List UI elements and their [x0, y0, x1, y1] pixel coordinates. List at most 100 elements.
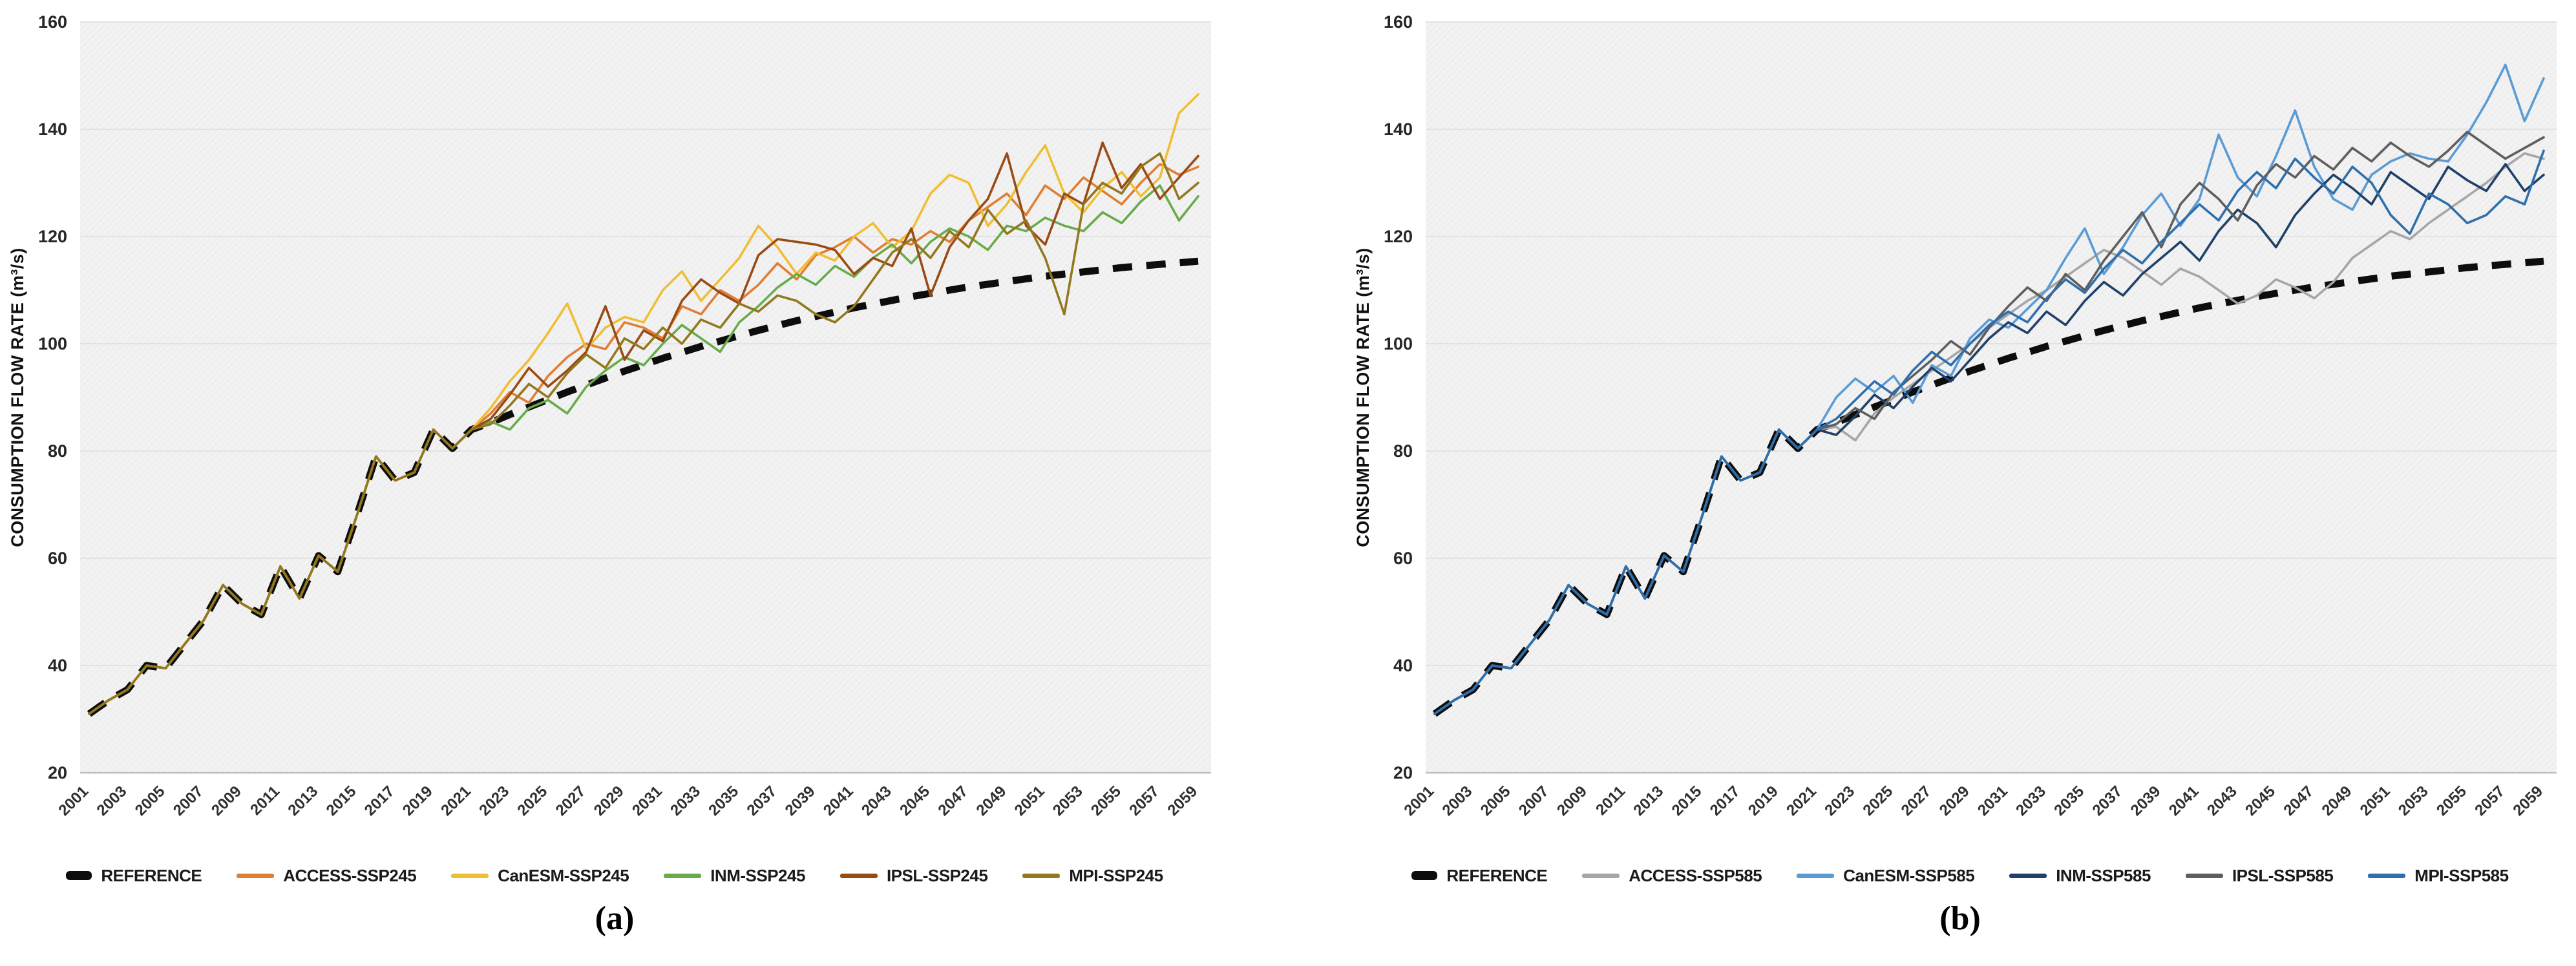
x-tick-label: 2009: [208, 782, 245, 819]
series-line-swatch: [237, 873, 275, 878]
legend-item-reference: REFERENCE: [66, 866, 202, 886]
x-tick-label: 2025: [514, 782, 551, 819]
y-tick-label: 80: [48, 441, 67, 461]
x-tick-label: 2023: [1821, 782, 1858, 819]
x-tick-label: 2047: [934, 782, 971, 819]
series-line-swatch: [1582, 873, 1620, 878]
x-tick-label: 2001: [55, 782, 92, 819]
legend-label: REFERENCE: [1446, 865, 1548, 885]
y-tick-label: 100: [38, 334, 67, 353]
x-tick-label: 2035: [705, 782, 742, 819]
x-tick-label: 2055: [1088, 782, 1124, 819]
x-tick-label: 2033: [667, 782, 704, 819]
x-tick-label: 2005: [1477, 782, 1514, 819]
series-line-swatch: [2009, 873, 2047, 878]
x-tick-label: 2015: [323, 782, 360, 819]
x-tick-label: 2007: [1515, 782, 1552, 819]
y-tick-label: 60: [48, 549, 67, 568]
x-tick-label: 2051: [1011, 782, 1048, 819]
legend-label: MPI-SSP585: [2414, 865, 2509, 885]
legend-item-mpi-ssp585: MPI-SSP585: [2368, 865, 2509, 886]
series-line-mpi-ssp245: [88, 152, 1199, 715]
x-tick-label: 2003: [94, 782, 131, 819]
x-tick-label: 2037: [2089, 782, 2126, 819]
x-tick-label: 2037: [744, 782, 781, 819]
x-tick-label: 2027: [1898, 782, 1935, 819]
x-tick-label: 2029: [1936, 782, 1973, 819]
y-tick-label: 60: [1393, 549, 1413, 568]
x-tick-label: 2001: [1400, 782, 1437, 819]
legend-item-inm-ssp245: INM-SSP245: [664, 866, 805, 886]
x-tick-label: 2041: [2166, 782, 2202, 819]
x-tick-label: 2045: [896, 782, 933, 819]
legend-label: REFERENCE: [101, 865, 202, 885]
y-tick-label: 140: [1384, 120, 1413, 139]
legend-item-access-ssp245: ACCESS-SSP245: [237, 866, 417, 886]
y-tick-label: 40: [48, 656, 67, 675]
y-tick-label: 100: [1384, 334, 1413, 353]
y-tick-label: 80: [1393, 441, 1413, 461]
x-tick-label: 2045: [2242, 782, 2279, 819]
chart-b-canvas: 20 40 60 80 100 120 140 160 CONSUMPTION FLOW RAT…: [1353, 12, 2557, 819]
series-line-swatch: [664, 873, 702, 878]
legend-item-ipsl-ssp585: IPSL-SSP585: [2185, 865, 2334, 886]
legend-label: IPSL-SSP585: [2232, 865, 2334, 885]
plot-area: [80, 22, 1211, 773]
x-tick-label: 2053: [2395, 782, 2432, 819]
y-tick-label: 140: [38, 120, 67, 139]
x-tick-label: 2019: [1745, 782, 1782, 819]
series-line-swatch: [2368, 873, 2406, 878]
x-tick-label: 2059: [2509, 782, 2546, 819]
y-axis-title: CONSUMPTION FLOW RATE (m³/s): [8, 247, 27, 547]
x-tick-label: 2019: [399, 782, 436, 819]
x-tick-label: 2047: [2280, 782, 2317, 819]
x-tick-label: 2005: [132, 782, 169, 819]
series-line-swatch: [839, 873, 878, 878]
x-tick-label: 2009: [1554, 782, 1590, 819]
x-tick-label: 2053: [1050, 782, 1086, 819]
x-tick-label: 2049: [973, 782, 1010, 819]
series-line-swatch: [1797, 873, 1835, 878]
x-tick-label: 2059: [1164, 782, 1201, 819]
plot-area: [1426, 22, 2557, 773]
x-tick-label: 2043: [2204, 782, 2241, 819]
reference-dash-swatch: [1411, 871, 1438, 880]
legend-label: INM-SSP245: [710, 865, 805, 885]
x-tick-label: 2043: [858, 782, 895, 819]
x-tick-label: 2035: [2051, 782, 2087, 819]
legend-a: REFERENCE ACCESS-SSP245 CanESM-SSP245 INM-S…: [4, 856, 1225, 896]
legend-label: INM-SSP585: [2056, 865, 2151, 885]
x-tick-label: 2017: [361, 782, 398, 819]
series-line-mpi-ssp585: [1433, 149, 2545, 715]
legend-label: CanESM-SSP585: [1843, 865, 1975, 885]
x-tick-label: 2033: [2012, 782, 2049, 819]
y-tick-label: 20: [1393, 763, 1413, 782]
x-tick-label: 2039: [782, 782, 819, 819]
legend-item-canesm-ssp245: CanESM-SSP245: [451, 866, 629, 886]
x-tick-label: 2013: [1630, 782, 1667, 819]
x-tick-label: 2003: [1439, 782, 1476, 819]
y-tick-label: 120: [1384, 227, 1413, 246]
y-tick-label: 160: [1384, 12, 1413, 32]
x-tick-label: 2057: [2471, 782, 2508, 819]
legend-item-ipsl-ssp245: IPSL-SSP245: [839, 866, 988, 886]
caption-b: (b): [1939, 900, 1981, 937]
x-tick-label: 2057: [1126, 782, 1163, 819]
y-tick-label: 160: [38, 12, 67, 32]
chart-a-canvas: 20 40 60 80 100 120 140 160 CONSUMPTION FLOW RAT…: [8, 12, 1211, 819]
x-tick-label: 2025: [1859, 782, 1896, 819]
x-tick-label: 2029: [591, 782, 628, 819]
x-tick-label: 2021: [1783, 782, 1820, 819]
reference-dash-swatch: [66, 871, 92, 880]
x-tick-label: 2017: [1707, 782, 1744, 819]
x-tick-label: 2015: [1669, 782, 1705, 819]
x-tick-label: 2023: [476, 782, 512, 819]
series-line-swatch: [2185, 873, 2223, 878]
legend-item-reference: REFERENCE: [1411, 865, 1548, 886]
x-tick-label: 2031: [629, 782, 666, 819]
legend-item-access-ssp585: ACCESS-SSP585: [1582, 866, 1762, 886]
x-tick-label: 2049: [2319, 782, 2356, 819]
caption-a: (a): [595, 900, 635, 937]
x-tick-label: 2011: [1592, 782, 1629, 819]
